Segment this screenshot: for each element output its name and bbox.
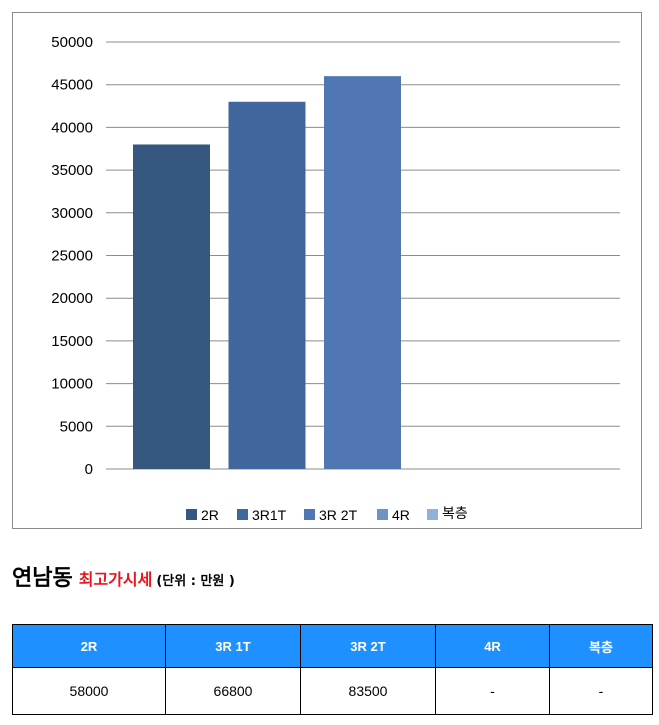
legend-swatch <box>237 509 248 520</box>
cell-3r-1t: 66800 <box>165 667 301 715</box>
header-4r: 4R <box>435 624 550 668</box>
cell-3r-2t: 83500 <box>300 667 436 715</box>
legend-label: 3R 2T <box>319 507 358 523</box>
y-tick-label: 50000 <box>51 34 93 51</box>
bar-1 <box>133 144 210 470</box>
legend-swatch <box>304 509 315 520</box>
header-duplex: 복층 <box>549 624 653 668</box>
cell-4r: - <box>435 667 550 715</box>
y-tick-label: 20000 <box>51 290 93 307</box>
header-3r-2t: 3R 2T <box>300 624 436 668</box>
y-tick-label: 45000 <box>51 77 93 94</box>
legend-label: 4R <box>392 507 410 523</box>
table-row: 58000 66800 83500 - - <box>12 667 653 715</box>
bar-chart: 0 5000 10000 15000 20000 25000 30000 35000 40000… <box>51 34 620 523</box>
legend-swatch <box>427 509 438 520</box>
heading-accent: 최고가시세 <box>78 570 153 589</box>
y-tick-label: 10000 <box>51 376 93 393</box>
y-tick-label: 35000 <box>51 162 93 179</box>
legend-swatch <box>186 509 197 520</box>
y-tick-labels: 0 5000 10000 15000 20000 25000 30000 35000 40000… <box>51 34 93 478</box>
legend: 2R 3R1T 3R 2T 4R 복층 <box>186 505 468 523</box>
legend-label: 복층 <box>442 505 468 521</box>
y-tick-label: 5000 <box>60 418 93 435</box>
legend-swatch <box>377 509 388 520</box>
table-header-row: 2R 3R 1T 3R 2T 4R 복층 <box>12 624 653 668</box>
y-tick-label: 15000 <box>51 333 93 350</box>
y-tick-label: 30000 <box>51 205 93 222</box>
y-tick-label: 25000 <box>51 248 93 265</box>
price-table: 2R 3R 1T 3R 2T 4R 복층 58000 66800 83500 -… <box>12 624 653 715</box>
legend-label: 2R <box>201 507 219 523</box>
bar-3 <box>324 76 401 469</box>
chart-container: 0 5000 10000 15000 20000 25000 30000 35000 40000… <box>12 12 642 529</box>
legend-label: 3R1T <box>252 507 287 523</box>
section-heading: 연남동 최고가시세 (단위 : 만원 ) <box>12 560 235 592</box>
cell-2r: 58000 <box>12 667 166 715</box>
header-2r: 2R <box>12 624 166 668</box>
bar-2 <box>228 101 306 469</box>
y-tick-label: 40000 <box>51 119 93 136</box>
area-name: 연남동 <box>12 566 73 591</box>
cell-duplex: - <box>549 667 653 715</box>
y-tick-label: 0 <box>85 461 93 478</box>
header-3r-1t: 3R 1T <box>165 624 301 668</box>
bars <box>133 76 401 470</box>
unit-note: (단위 : 만원 ) <box>156 574 235 589</box>
